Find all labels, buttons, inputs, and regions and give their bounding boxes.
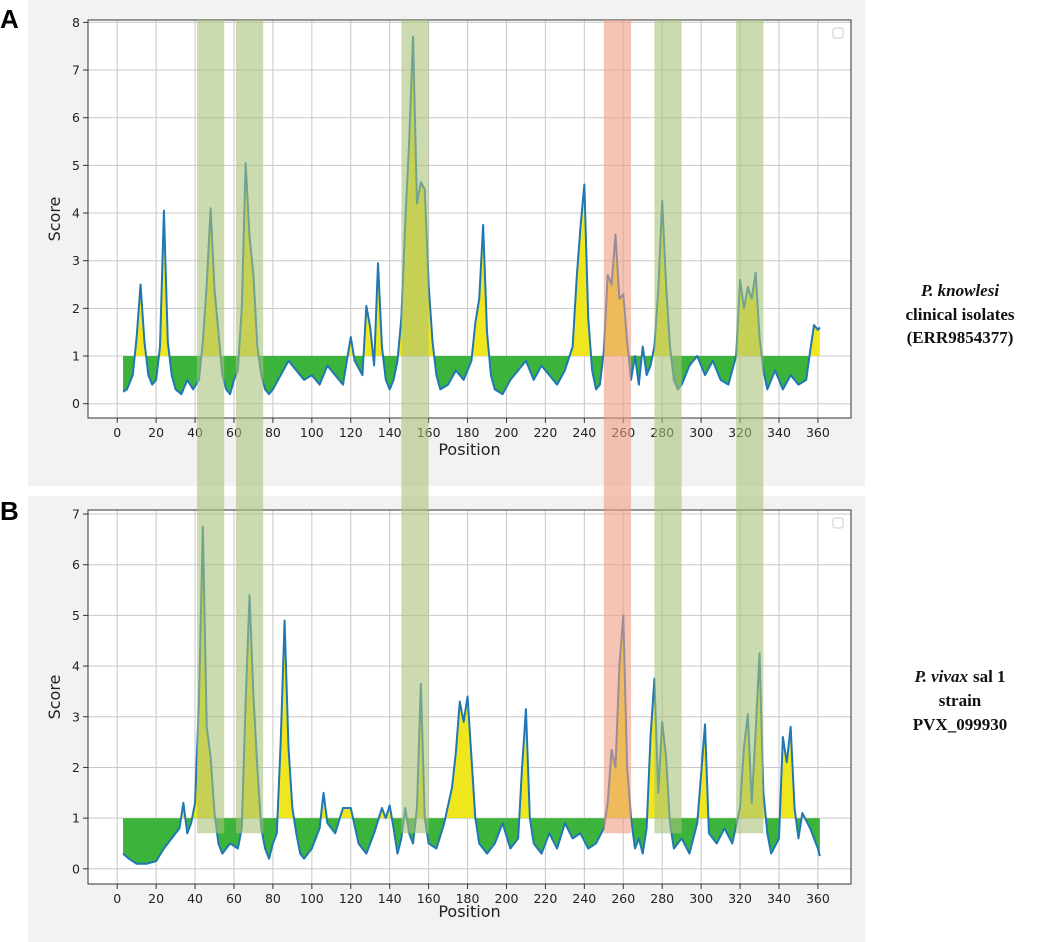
x-tick-label: 100 [300, 891, 324, 906]
y-tick-label: 7 [72, 507, 80, 522]
x-tick-label: 340 [767, 891, 791, 906]
x-tick-label: 160 [417, 891, 441, 906]
highlight-region [603, 20, 632, 834]
y-tick-label: 8 [72, 15, 80, 30]
x-tick-label: 180 [456, 891, 480, 906]
strain: sal 1 [973, 667, 1006, 686]
x-tick-label: 280 [650, 891, 674, 906]
x-tick-label: 260 [611, 891, 635, 906]
y-tick-label: 0 [72, 861, 80, 876]
side-label: (ERR9854377) [907, 328, 1014, 347]
legend-box [832, 27, 844, 39]
side-label: PVX_099930 [913, 715, 1007, 734]
x-tick-label: 0 [113, 891, 121, 906]
x-tick-label: 340 [767, 425, 791, 440]
side-label: strain [939, 691, 982, 710]
plot-frame [87, 509, 852, 885]
plot-frame [87, 19, 852, 419]
x-tick-label: 20 [148, 891, 164, 906]
side-label: P. vivax sal 1 [913, 667, 1005, 686]
y-tick-label: 7 [72, 63, 80, 78]
y-tick-label: 1 [72, 349, 80, 364]
highlight-region [736, 20, 764, 834]
highlight-region [197, 20, 225, 834]
legend-box [832, 517, 844, 529]
x-tick-label: 180 [456, 425, 480, 440]
y-axis-label: Score [45, 197, 64, 242]
y-tick-label: 4 [72, 659, 80, 674]
y-tick-label: 1 [72, 811, 80, 826]
x-tick-label: 120 [339, 425, 363, 440]
highlight-region [401, 20, 429, 834]
side-label: P. knowlesi [920, 281, 999, 300]
x-tick-label: 100 [300, 425, 324, 440]
x-tick-label: 80 [265, 891, 281, 906]
x-tick-label: 220 [533, 425, 557, 440]
x-tick-label: 60 [226, 891, 242, 906]
x-tick-label: 360 [806, 891, 830, 906]
highlight-region [235, 20, 264, 834]
x-tick-label: 300 [689, 425, 713, 440]
panel-letter: B [0, 496, 19, 526]
x-tick-label: 220 [533, 891, 557, 906]
x-tick-label: 320 [728, 891, 752, 906]
y-tick-label: 6 [72, 110, 80, 125]
highlight-region [654, 20, 682, 834]
species: P. knowlesi [920, 281, 999, 300]
y-tick-label: 3 [72, 253, 80, 268]
x-tick-label: 40 [187, 891, 203, 906]
y-tick-label: 4 [72, 206, 80, 221]
y-tick-label: 2 [72, 301, 80, 316]
x-tick-label: 20 [148, 425, 164, 440]
y-tick-label: 2 [72, 760, 80, 775]
x-axis-label: Position [438, 902, 500, 921]
y-tick-label: 5 [72, 608, 80, 623]
species: P. vivax [913, 667, 968, 686]
x-tick-label: 240 [572, 425, 596, 440]
x-tick-label: 200 [495, 425, 519, 440]
x-axis-label: Position [438, 440, 500, 459]
y-tick-label: 6 [72, 557, 80, 572]
x-tick-label: 300 [689, 891, 713, 906]
x-tick-label: 140 [378, 891, 402, 906]
y-tick-label: 0 [72, 396, 80, 411]
x-tick-label: 200 [495, 891, 519, 906]
x-tick-label: 140 [378, 425, 402, 440]
plot: 0204060801001201401601802002202402602803… [45, 15, 852, 459]
x-tick-label: 240 [572, 891, 596, 906]
side-label: clinical isolates [905, 305, 1014, 324]
y-tick-label: 5 [72, 158, 80, 173]
x-tick-label: 0 [113, 425, 121, 440]
y-tick-label: 3 [72, 709, 80, 724]
panel-letter: A [0, 4, 19, 34]
y-axis-label: Score [45, 675, 64, 720]
x-tick-label: 80 [265, 425, 281, 440]
x-tick-label: 360 [806, 425, 830, 440]
x-tick-label: 120 [339, 891, 363, 906]
